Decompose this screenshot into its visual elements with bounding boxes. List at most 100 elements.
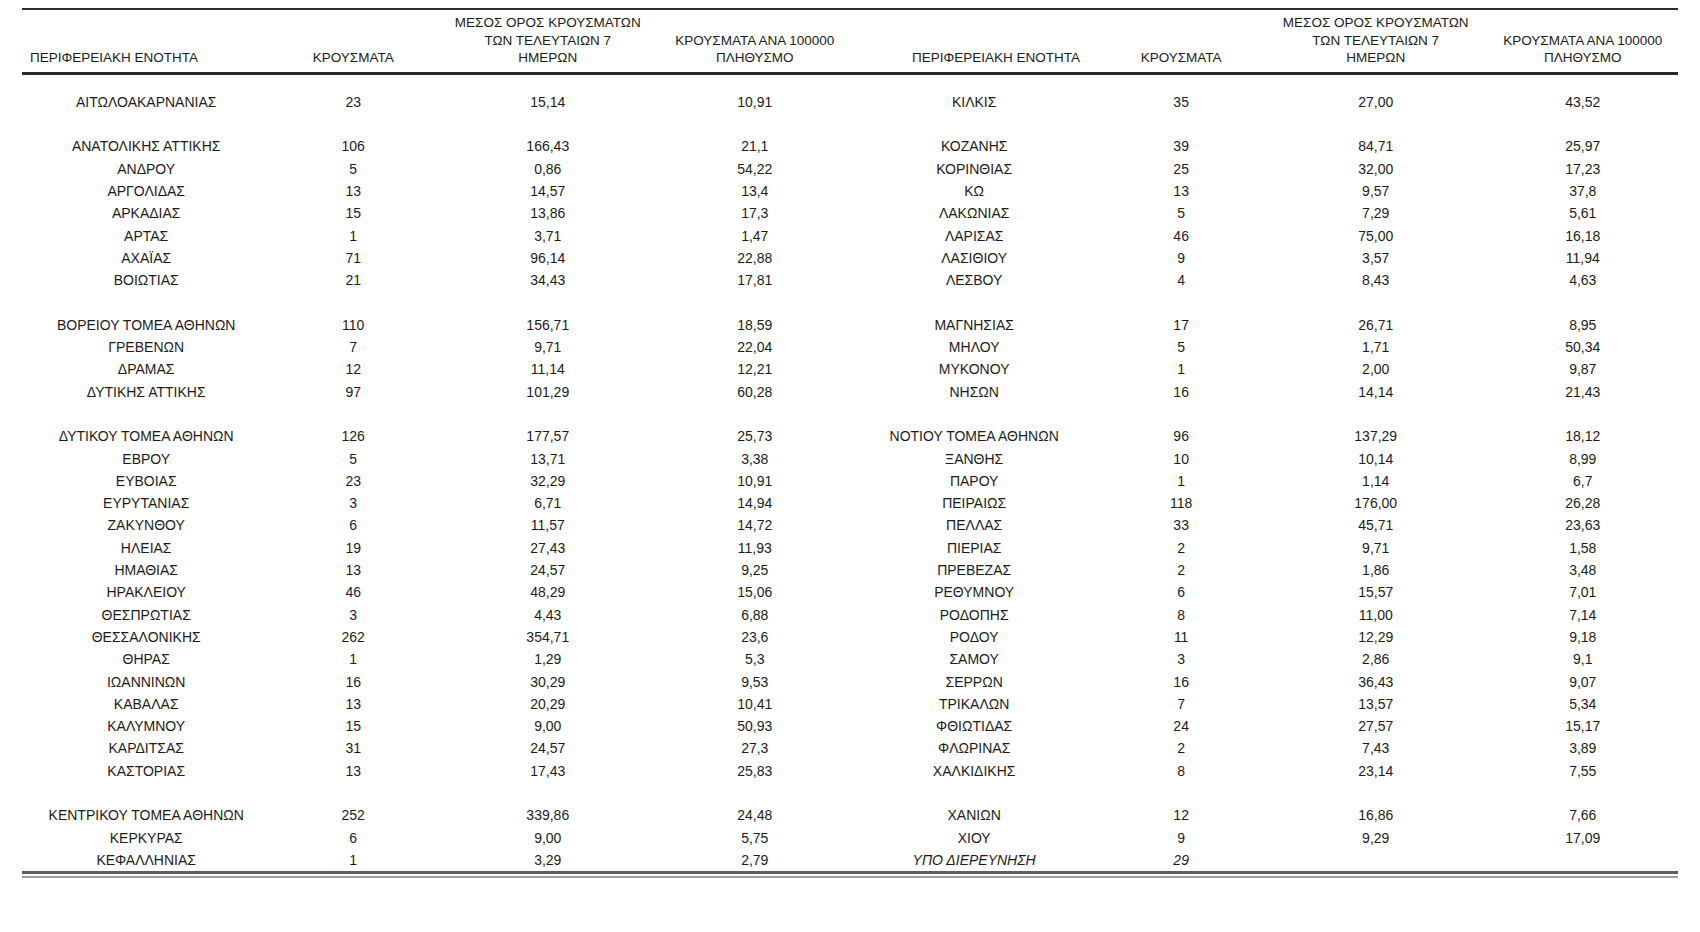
cell-region: ΑΧΑΪΑΣ: [22, 247, 270, 269]
cell-per100k: 1,47: [660, 224, 850, 246]
cell-region: ΡΕΘΥΜΝΟΥ: [850, 581, 1098, 603]
cell-cases: 71: [270, 247, 436, 269]
cell-region: ΣΑΜΟΥ: [850, 648, 1098, 670]
table-row: ΑΝΔΡΟΥ50,8654,22ΚΟΡΙΝΘΙΑΣ2532,0017,23: [22, 158, 1678, 180]
cell-region: ΤΡΙΚΑΛΩΝ: [850, 693, 1098, 715]
table-row: ΚΑΛΥΜΝΟΥ159,0050,93ΦΘΙΩΤΙΔΑΣ2427,5715,17: [22, 715, 1678, 737]
cell-region: ΡΟΔΟΠΗΣ: [850, 603, 1098, 625]
cell-region: ΒΟΡΕΙΟΥ ΤΟΜΕΑ ΑΘΗΝΩΝ: [22, 314, 270, 336]
table-row: ΗΛΕΙΑΣ1927,4311,93ΠΙΕΡΙΑΣ29,711,58: [22, 537, 1678, 559]
cell-region: ΚΟΡΙΝΘΙΑΣ: [850, 158, 1098, 180]
table-row: ΗΡΑΚΛΕΙΟΥ4648,2915,06ΡΕΘΥΜΝΟΥ615,577,01: [22, 581, 1678, 603]
cell-per100k: 17,09: [1488, 826, 1679, 848]
cell-cases: 13: [1098, 180, 1264, 202]
cell-per100k: 6,7: [1488, 470, 1679, 492]
cell-per100k: 5,61: [1488, 202, 1679, 224]
cell-per100k: 23,63: [1488, 514, 1679, 536]
header-row: ΠΕΡΙΦΕΡΕΙΑΚΗ ΕΝΟΤΗΤΑ ΚΡΟΥΣΜΑΤΑ ΜΕΣΟΣ ΟΡΟ…: [22, 10, 1678, 73]
cell-avg7: 26,71: [1264, 314, 1488, 336]
cell-region: ΕΥΒΟΙΑΣ: [22, 470, 270, 492]
cell-cases: 4: [1098, 269, 1264, 291]
cell-avg7: 30,29: [436, 670, 660, 692]
cell-region: ΥΠΟ ΔΙΕΡΕΥΝΗΣΗ: [850, 849, 1098, 871]
cell-avg7: 0,86: [436, 158, 660, 180]
cell-region: ΕΒΡΟΥ: [22, 447, 270, 469]
spacer-cell: [850, 782, 1678, 804]
cell-cases: 33: [1098, 514, 1264, 536]
cell-region: ΑΡΓΟΛΙΔΑΣ: [22, 180, 270, 202]
cell-region: ΠΙΕΡΙΑΣ: [850, 537, 1098, 559]
cell-cases: 6: [270, 826, 436, 848]
cell-region: ΗΜΑΘΙΑΣ: [22, 559, 270, 581]
spacer-cell: [22, 403, 850, 425]
cell-region: ΚΕΦΑΛΛΗΝΙΑΣ: [22, 849, 270, 871]
cell-per100k: 50,34: [1488, 336, 1679, 358]
cell-cases: 1: [1098, 358, 1264, 380]
cell-avg7: 10,14: [1264, 447, 1488, 469]
column-header-avg7-right: ΜΕΣΟΣ ΟΡΟΣ ΚΡΟΥΣΜΑΤΩΝ ΤΩΝ ΤΕΛΕΥΤΑΙΩΝ 7 Η…: [1264, 10, 1488, 73]
cell-avg7: 8,43: [1264, 269, 1488, 291]
cell-region: ΛΑΣΙΘΙΟΥ: [850, 247, 1098, 269]
cell-per100k: 2,79: [660, 849, 850, 871]
cell-cases: 3: [270, 492, 436, 514]
table-row: ΕΥΡΥΤΑΝΙΑΣ36,7114,94ΠΕΙΡΑΙΩΣ118176,0026,…: [22, 492, 1678, 514]
cell-cases: 13: [270, 180, 436, 202]
cell-per100k: 7,01: [1488, 581, 1679, 603]
bottom-divider: [22, 871, 1678, 878]
cell-cases: 6: [1098, 581, 1264, 603]
cell-per100k: 7,66: [1488, 804, 1679, 826]
cell-cases: 1: [270, 849, 436, 871]
cell-avg7: 48,29: [436, 581, 660, 603]
cell-cases: 13: [270, 693, 436, 715]
cell-cases: 46: [270, 581, 436, 603]
cell-per100k: 9,07: [1488, 670, 1679, 692]
cell-per100k: 18,12: [1488, 425, 1679, 447]
cell-per100k: 21,1: [660, 135, 850, 157]
cell-region: ΣΕΡΡΩΝ: [850, 670, 1098, 692]
cell-region: ΚΑΣΤΟΡΙΑΣ: [22, 760, 270, 782]
regional-cases-table: ΠΕΡΙΦΕΡΕΙΑΚΗ ΕΝΟΤΗΤΑ ΚΡΟΥΣΜΑΤΑ ΜΕΣΟΣ ΟΡΟ…: [22, 10, 1678, 871]
cell-per100k: 9,1: [1488, 648, 1679, 670]
table-row: ΘΕΣΠΡΩΤΙΑΣ34,436,88ΡΟΔΟΠΗΣ811,007,14: [22, 603, 1678, 625]
cell-region: ΚΑΒΑΛΑΣ: [22, 693, 270, 715]
cell-avg7: 354,71: [436, 626, 660, 648]
cell-per100k: 37,8: [1488, 180, 1679, 202]
cell-avg7: 14,14: [1264, 381, 1488, 403]
cell-per100k: 10,41: [660, 693, 850, 715]
cell-per100k: 15,06: [660, 581, 850, 603]
cell-cases: 110: [270, 314, 436, 336]
column-header-cases-right: ΚΡΟΥΣΜΑΤΑ: [1098, 10, 1264, 73]
cell-cases: 1: [270, 648, 436, 670]
cell-avg7: 176,00: [1264, 492, 1488, 514]
table-body: ΑΙΤΩΛΟΑΚΑΡΝΑΝΙΑΣ2315,1410,91ΚΙΛΚΙΣ3527,0…: [22, 73, 1678, 871]
table-row: [22, 782, 1678, 804]
cell-per100k: 10,91: [660, 73, 850, 113]
cell-avg7: 13,86: [436, 202, 660, 224]
cell-region: ΚΟΖΑΝΗΣ: [850, 135, 1098, 157]
cell-cases: 2: [1098, 737, 1264, 759]
cell-avg7: 34,43: [436, 269, 660, 291]
cell-per100k: 9,25: [660, 559, 850, 581]
cell-cases: 8: [1098, 760, 1264, 782]
spacer-cell: [850, 403, 1678, 425]
cell-cases: 7: [270, 336, 436, 358]
cell-cases: 3: [270, 603, 436, 625]
cell-per100k: 13,4: [660, 180, 850, 202]
cell-cases: 12: [270, 358, 436, 380]
column-header-region-right: ΠΕΡΙΦΕΡΕΙΑΚΗ ΕΝΟΤΗΤΑ: [850, 10, 1098, 73]
cell-per100k: 9,87: [1488, 358, 1679, 380]
cell-avg7: 12,29: [1264, 626, 1488, 648]
cell-cases: 106: [270, 135, 436, 157]
cell-avg7: 7,29: [1264, 202, 1488, 224]
cell-region: ΠΕΛΛΑΣ: [850, 514, 1098, 536]
cell-avg7: 16,86: [1264, 804, 1488, 826]
cell-cases: 11: [1098, 626, 1264, 648]
cell-region: ΚΩ: [850, 180, 1098, 202]
table-row: ΔΡΑΜΑΣ1211,1412,21ΜΥΚΟΝΟΥ12,009,87: [22, 358, 1678, 380]
table-row: ΚΕΡΚΥΡΑΣ69,005,75ΧΙΟΥ99,2917,09: [22, 826, 1678, 848]
cell-region: ΦΛΩΡΙΝΑΣ: [850, 737, 1098, 759]
cell-cases: 2: [1098, 537, 1264, 559]
spacer-cell: [22, 113, 850, 135]
cell-per100k: 6,88: [660, 603, 850, 625]
cell-cases: 13: [270, 760, 436, 782]
